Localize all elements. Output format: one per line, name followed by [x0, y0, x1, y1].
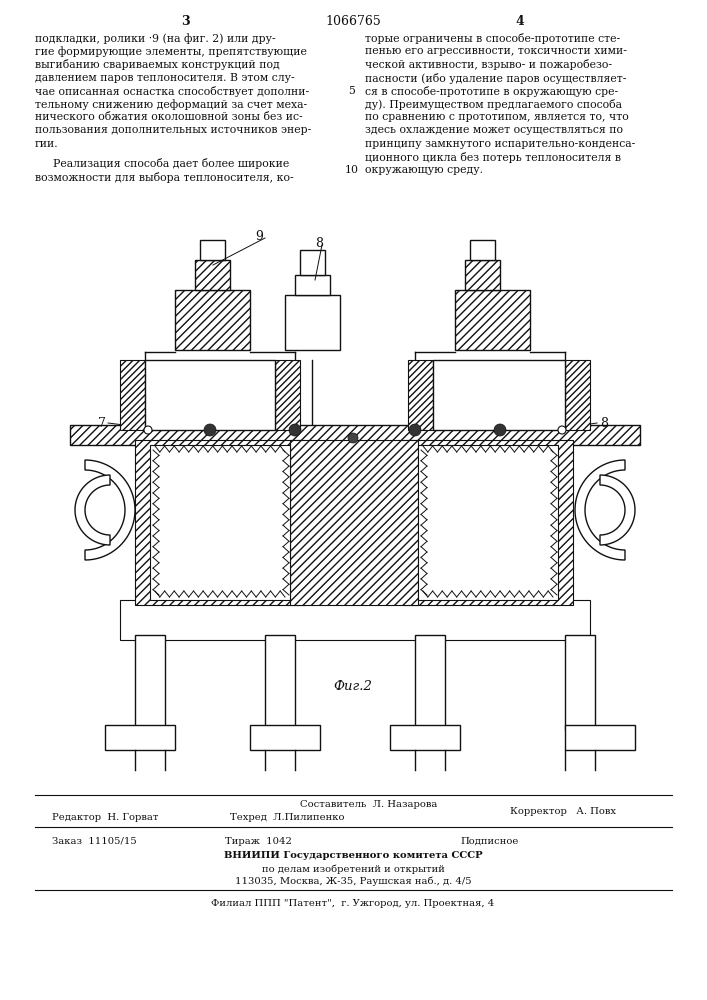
Circle shape	[348, 433, 358, 443]
Bar	[250, 725, 320, 750]
Text: пенью его агрессивности, токсичности хими-: пенью его агрессивности, токсичности хим…	[365, 46, 627, 56]
Text: принципу замкнутого испарительно-конденса-: принципу замкнутого испарительно-конденс…	[365, 139, 636, 149]
Text: 8: 8	[315, 237, 323, 250]
Bar	[300, 250, 325, 275]
Text: 10: 10	[345, 165, 359, 175]
Text: окружающую среду.: окружающую среду.	[365, 165, 483, 175]
Circle shape	[558, 426, 566, 434]
Text: подкладки, ролики ·9 (на фиг. 2) или дру-: подкладки, ролики ·9 (на фиг. 2) или дру…	[35, 33, 276, 44]
Circle shape	[289, 424, 301, 436]
Bar	[390, 725, 460, 750]
Bar	[403, 440, 573, 605]
Bar	[433, 360, 565, 430]
Bar	[105, 725, 175, 750]
Text: пасности (ибо удаление паров осуществляет-: пасности (ибо удаление паров осуществляе…	[365, 73, 626, 84]
Text: ционного цикла без потерь теплоносителя в: ционного цикла без потерь теплоносителя …	[365, 152, 621, 163]
Text: по сравнению с прототипом, является то, что: по сравнению с прототипом, является то, …	[365, 112, 629, 122]
Bar	[120, 600, 590, 640]
Bar	[565, 725, 635, 750]
Bar	[290, 440, 418, 605]
Bar	[135, 635, 165, 730]
Text: ческой активности, взрыво- и пожаробезо-: ческой активности, взрыво- и пожаробезо-	[365, 59, 612, 70]
Text: 5: 5	[349, 86, 356, 96]
Bar	[135, 440, 305, 605]
Text: 113035, Москва, Ж-35, Раушская наб., д. 4/5: 113035, Москва, Ж-35, Раушская наб., д. …	[235, 877, 472, 886]
Text: торые ограничены в способе-прототипе сте-: торые ограничены в способе-прототипе сте…	[365, 33, 620, 44]
Text: Составитель  Л. Назарова: Составитель Л. Назарова	[300, 800, 438, 809]
Circle shape	[204, 424, 216, 436]
Text: Заказ  11105/15: Заказ 11105/15	[52, 837, 136, 846]
Text: Подписное: Подписное	[460, 837, 518, 846]
Text: ду). Преимуществом предлагаемого способа: ду). Преимуществом предлагаемого способа	[365, 99, 622, 110]
Bar	[285, 295, 340, 350]
Text: чае описанная оснастка способствует дополни-: чае описанная оснастка способствует допо…	[35, 86, 309, 97]
Text: нического обжатия околошовной зоны без ис-: нического обжатия околошовной зоны без и…	[35, 112, 303, 122]
Text: возможности для выбора теплоносителя, ко-: возможности для выбора теплоносителя, ко…	[35, 172, 293, 183]
Text: давлением паров теплоносителя. В этом слу-: давлением паров теплоносителя. В этом сл…	[35, 73, 295, 83]
Circle shape	[144, 426, 152, 434]
Text: ся в способе-прототипе в окружающую сре-: ся в способе-прототипе в окружающую сре-	[365, 86, 618, 97]
Bar	[275, 360, 300, 430]
Text: здесь охлаждение может осуществляться по: здесь охлаждение может осуществляться по	[365, 125, 623, 135]
Bar	[175, 290, 250, 350]
Text: 3: 3	[181, 15, 189, 28]
Circle shape	[411, 426, 419, 434]
Text: 7: 7	[98, 417, 106, 430]
Bar	[145, 360, 275, 430]
Text: Фиг.2: Фиг.2	[334, 680, 373, 693]
Circle shape	[494, 424, 506, 436]
Bar	[265, 635, 295, 730]
Circle shape	[291, 426, 299, 434]
Text: Филиал ППП "Патент",  г. Ужгород, ул. Проектная, 4: Филиал ППП "Патент", г. Ужгород, ул. Про…	[211, 899, 495, 908]
Bar	[415, 635, 445, 730]
Text: гии.: гии.	[35, 139, 59, 149]
Bar	[195, 260, 230, 290]
Text: 9: 9	[255, 230, 263, 243]
Text: Корректор   А. Повх: Корректор А. Повх	[510, 807, 616, 816]
Bar	[418, 445, 558, 600]
Bar	[200, 240, 225, 260]
Text: Тираж  1042: Тираж 1042	[225, 837, 292, 846]
Bar	[455, 290, 530, 350]
Text: по делам изобретений и открытий: по делам изобретений и открытий	[262, 864, 445, 874]
Text: 1066765: 1066765	[325, 15, 381, 28]
Text: Реализация способа дает более широкие: Реализация способа дает более широкие	[53, 158, 289, 169]
Text: пользования дополнительных источников энер-: пользования дополнительных источников эн…	[35, 125, 311, 135]
Text: 8: 8	[600, 417, 608, 430]
Text: ВНИИПИ Государственного комитета СССР: ВНИИПИ Государственного комитета СССР	[223, 851, 482, 860]
Text: 4: 4	[515, 15, 525, 28]
Bar	[470, 240, 495, 260]
Bar	[565, 635, 595, 730]
Bar	[408, 360, 433, 430]
Bar	[120, 360, 145, 430]
Bar	[70, 425, 640, 445]
Text: Техред  Л.Пилипенко: Техред Л.Пилипенко	[230, 813, 344, 822]
Circle shape	[409, 424, 421, 436]
Bar	[565, 360, 590, 430]
Bar	[295, 275, 330, 295]
Bar	[465, 260, 500, 290]
Text: выгибанию свариваемых конструкций под: выгибанию свариваемых конструкций под	[35, 59, 280, 70]
Polygon shape	[600, 475, 635, 545]
Text: Редактор  Н. Горват: Редактор Н. Горват	[52, 813, 158, 822]
Polygon shape	[75, 475, 110, 545]
Polygon shape	[575, 460, 625, 560]
Text: гие формирующие элементы, препятствующие: гие формирующие элементы, препятствующие	[35, 46, 307, 57]
Bar	[150, 445, 290, 600]
Text: тельному снижению деформаций за счет меха-: тельному снижению деформаций за счет мех…	[35, 99, 307, 110]
Polygon shape	[85, 460, 135, 560]
